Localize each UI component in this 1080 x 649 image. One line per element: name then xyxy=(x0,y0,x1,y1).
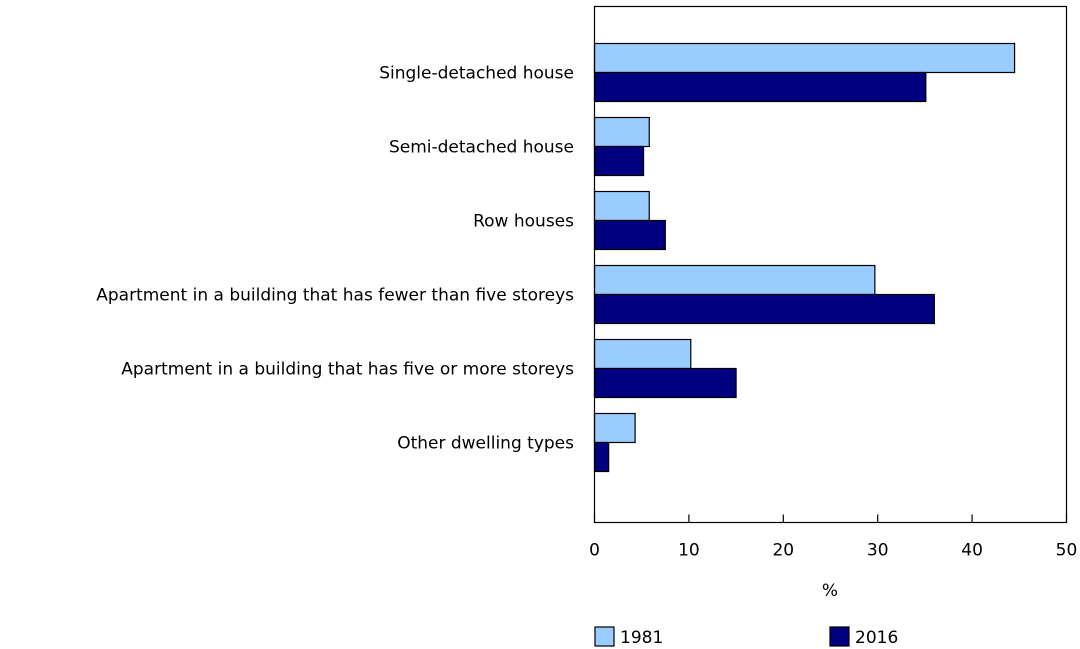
category-label: Other dwelling types xyxy=(397,434,574,454)
legend-label-1981: 1981 xyxy=(620,628,663,648)
bar-2016-2 xyxy=(593,219,666,251)
category-label: Semi-detached house xyxy=(389,138,574,158)
x-axis-title: % xyxy=(822,581,838,601)
legend: 1981 2016 xyxy=(594,626,898,648)
x-tick-label: 0 xyxy=(589,541,600,561)
plot-area-frame xyxy=(593,5,1068,524)
bar-2016-5 xyxy=(593,441,610,473)
bar-1981-3 xyxy=(593,264,876,296)
bar-1981-2 xyxy=(593,190,650,222)
x-tick-label: 50 xyxy=(1056,541,1078,561)
x-tick-label: 40 xyxy=(961,541,983,561)
category-label: Apartment in a building that has fewer t… xyxy=(96,286,574,306)
category-label: Apartment in a building that has five or… xyxy=(121,360,574,380)
legend-swatch-1981 xyxy=(594,626,615,647)
x-axis-ticks: 0 10 20 30 40 50 xyxy=(589,514,1078,561)
bar-2016-1 xyxy=(593,145,645,177)
bar-2016-0 xyxy=(593,71,927,103)
legend-label-2016: 2016 xyxy=(855,628,898,648)
x-tick-label: 10 xyxy=(678,541,700,561)
category-labels: Single-detached house Semi-detached house… xyxy=(96,64,574,454)
bar-1981-4 xyxy=(593,338,692,370)
legend-swatch-2016 xyxy=(829,626,850,647)
bar-1981-0 xyxy=(593,42,1016,74)
bar-1981-1 xyxy=(593,116,650,148)
category-label: Row houses xyxy=(473,212,574,232)
x-tick-label: 20 xyxy=(772,541,794,561)
x-tick-label: 30 xyxy=(867,541,889,561)
bar-2016-3 xyxy=(593,293,935,325)
bar-2016-4 xyxy=(593,367,737,399)
category-label: Single-detached house xyxy=(379,64,574,84)
bars-group xyxy=(593,42,1016,473)
bar-1981-5 xyxy=(593,412,636,444)
